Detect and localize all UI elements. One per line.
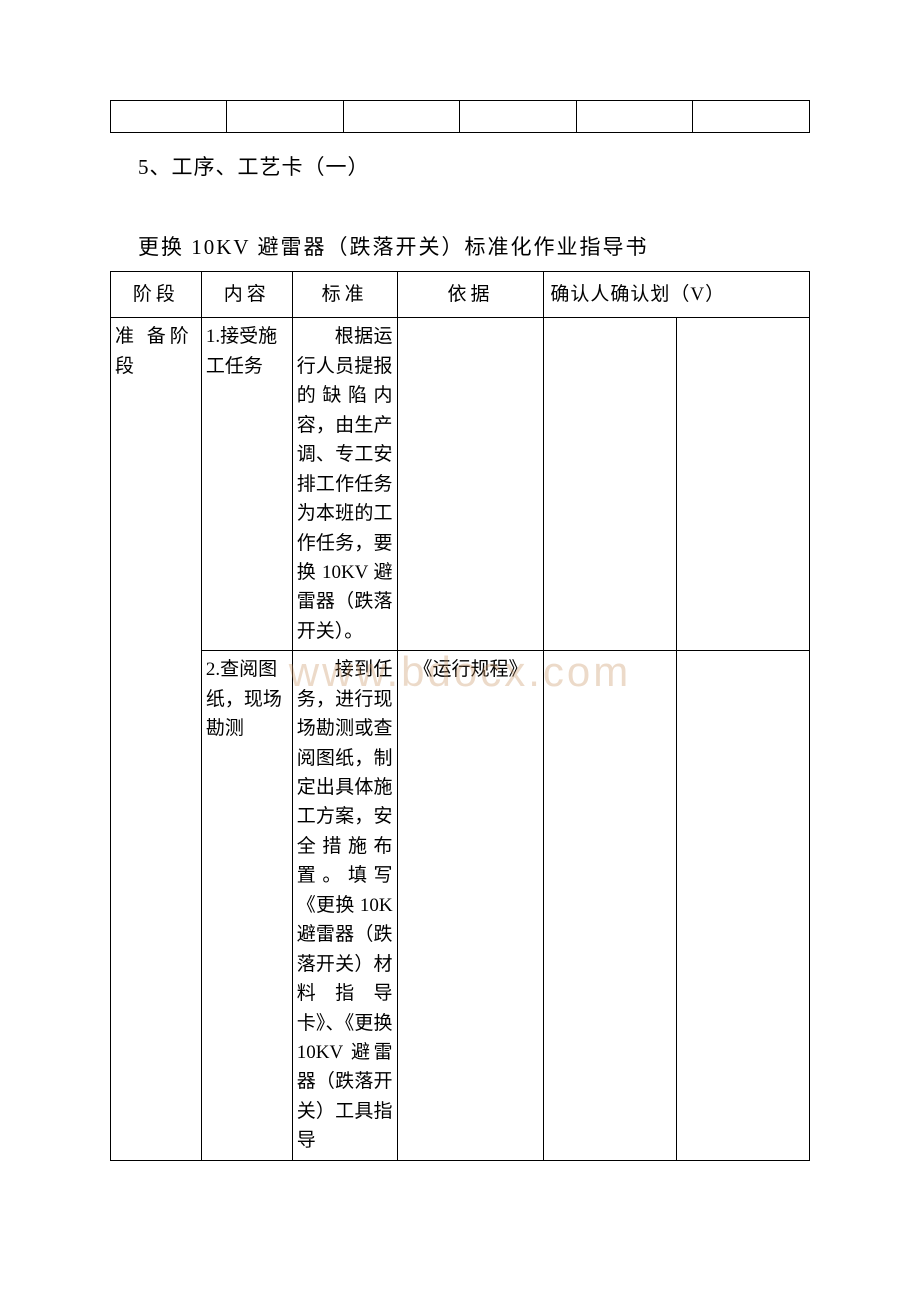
standard-cell: 根据运行人员提报的缺陷内容，由生产调、专工安排工作任务为本班的工作任务，要换 1…: [292, 318, 397, 651]
header-confirm: 确认人确认划（V）: [544, 272, 810, 318]
stage-cell: 准 备阶 段: [111, 318, 202, 1160]
empty-cell: [227, 101, 343, 133]
section-heading: 5、工序、工艺卡（一）: [138, 151, 810, 181]
empty-cell: [693, 101, 810, 133]
confirm-cell: [544, 318, 677, 651]
basis-cell: [397, 318, 544, 651]
confirm-cell: [544, 651, 677, 1160]
confirm-cell: [677, 318, 810, 651]
process-table: 阶段 内容 标准 依据 确认人确认划（V） 准 备阶 段 1.接受施工任务 根据…: [110, 271, 810, 1161]
table-header-row: 阶段 内容 标准 依据 确认人确认划（V）: [111, 272, 810, 318]
empty-top-table: [110, 100, 810, 133]
content-cell: 2.查阅图纸，现场勘测: [201, 651, 292, 1160]
basis-cell: 《运行规程》: [397, 651, 544, 1160]
empty-cell: [343, 101, 459, 133]
confirm-cell: [677, 651, 810, 1160]
header-basis: 依据: [397, 272, 544, 318]
document-title: 更换 10KV 避雷器（跌落开关）标准化作业指导书: [138, 231, 810, 261]
table-row: 准 备阶 段 1.接受施工任务 根据运行人员提报的缺陷内容，由生产调、专工安排工…: [111, 318, 810, 651]
header-stage: 阶段: [111, 272, 202, 318]
header-standard: 标准: [292, 272, 397, 318]
standard-cell: 接到任务，进行现场勘测或查阅图纸，制定出具体施工方案，安全措施布置。填写《更换 …: [292, 651, 397, 1160]
header-content: 内容: [201, 272, 292, 318]
empty-cell: [111, 101, 227, 133]
table-row: 2.查阅图纸，现场勘测 接到任务，进行现场勘测或查阅图纸，制定出具体施工方案，安…: [111, 651, 810, 1160]
content-cell: 1.接受施工任务: [201, 318, 292, 651]
empty-cell: [576, 101, 692, 133]
empty-cell: [460, 101, 576, 133]
